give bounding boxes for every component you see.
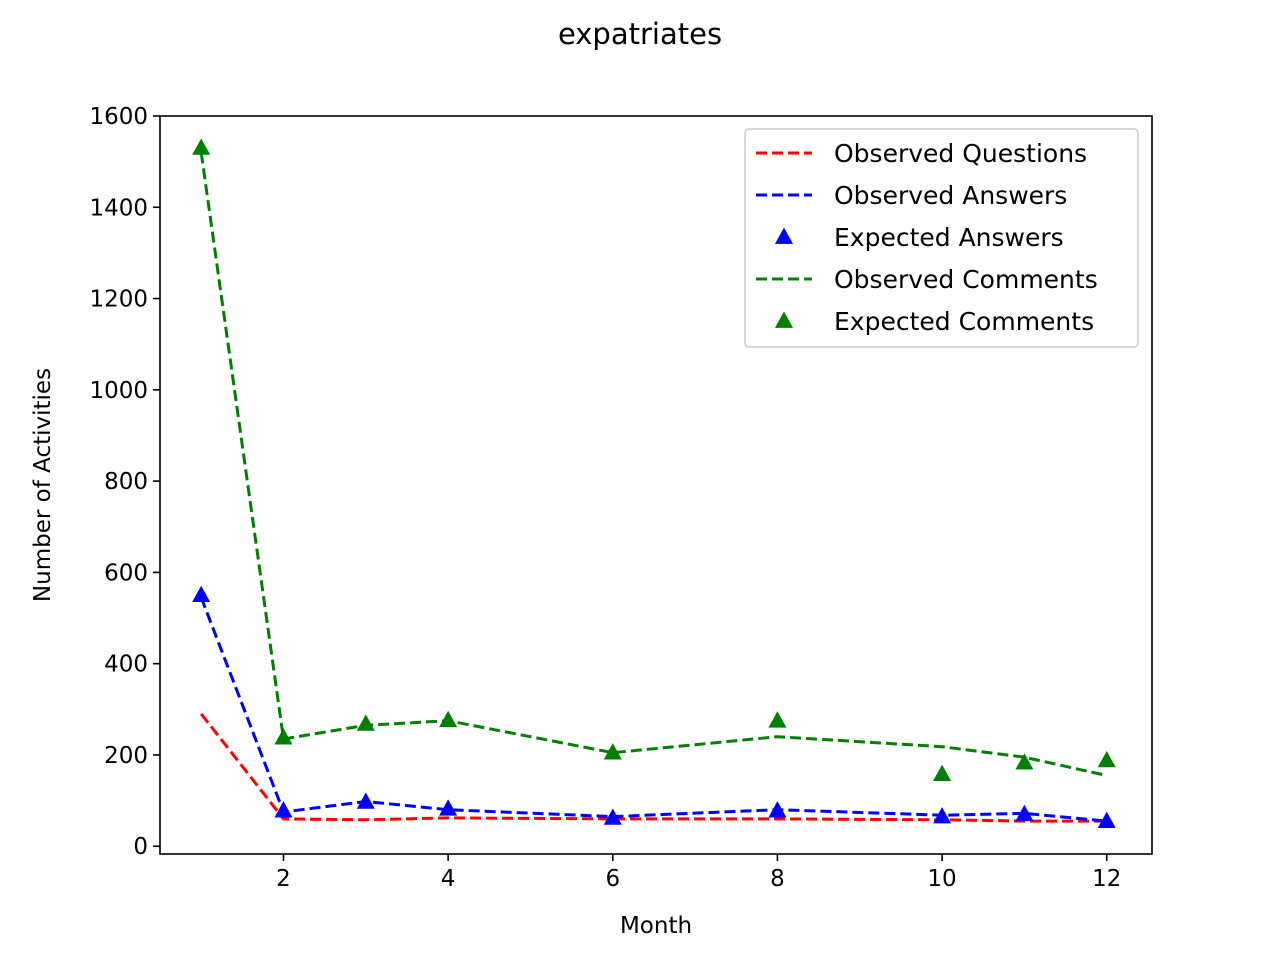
data-point-marker xyxy=(768,711,787,728)
data-point-marker xyxy=(274,801,293,818)
legend-label-3: Observed Comments xyxy=(834,265,1098,294)
data-point-marker xyxy=(192,585,211,603)
x-tick-label: 2 xyxy=(276,866,291,892)
y-tick-label: 1600 xyxy=(89,104,148,130)
data-point-marker xyxy=(439,710,458,728)
data-point-marker xyxy=(933,764,952,781)
data-point-marker xyxy=(1015,804,1034,822)
x-axis-title: Month xyxy=(620,913,692,939)
data-point-marker xyxy=(1015,753,1034,770)
legend-label-1: Observed Answers xyxy=(834,181,1067,210)
x-tick-label: 12 xyxy=(1092,866,1121,892)
y-tick-label: 200 xyxy=(104,743,148,769)
y-tick-label: 800 xyxy=(104,469,148,495)
data-point-marker xyxy=(603,808,622,825)
legend-swatch-4 xyxy=(774,311,794,328)
y-tick-label: 0 xyxy=(133,834,148,860)
legend-label-2: Expected Answers xyxy=(834,223,1064,252)
legend-label-0: Observed Questions xyxy=(834,139,1087,168)
legend-label-4: Expected Comments xyxy=(834,307,1094,336)
data-point-marker xyxy=(356,714,375,731)
y-tick-label: 1000 xyxy=(89,378,148,404)
y-tick-label: 600 xyxy=(104,560,148,586)
plot-frame xyxy=(159,115,1153,855)
legend-box xyxy=(744,128,1139,348)
data-point-marker xyxy=(933,807,952,824)
data-point-marker xyxy=(603,743,622,760)
data-point-marker xyxy=(1097,811,1116,828)
chart-title: expatriates xyxy=(558,17,722,51)
data-point-marker xyxy=(192,138,211,155)
plot-area: 2 4 6 8 10 12 0 200 400 600 800 1000 1200 1400 1600 xyxy=(89,104,1153,892)
y-tick-label: 1200 xyxy=(89,287,148,313)
y-tick-label: 1400 xyxy=(89,195,148,221)
data-point-marker xyxy=(1097,750,1116,768)
y-axis-title: Number of Activities xyxy=(30,368,56,602)
y-tick-label: 400 xyxy=(104,652,148,678)
legend: Observed Questions Observed Answers Expect… xyxy=(744,128,1139,348)
x-tick-label: 10 xyxy=(927,866,956,892)
x-tick-label: 4 xyxy=(441,866,456,892)
series-line-0 xyxy=(200,712,1107,823)
series-line-1 xyxy=(199,596,1107,823)
x-tick-label: 8 xyxy=(770,866,785,892)
data-point-marker xyxy=(356,792,375,809)
legend-swatch-2 xyxy=(774,227,794,244)
x-tick-label: 6 xyxy=(605,866,620,892)
data-point-marker xyxy=(768,801,787,818)
data-point-marker xyxy=(274,728,293,745)
data-point-marker xyxy=(439,799,458,816)
